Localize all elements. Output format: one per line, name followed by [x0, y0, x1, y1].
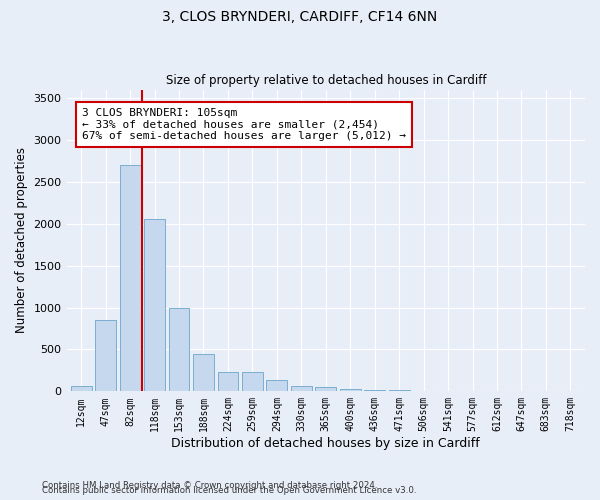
Bar — [71, 386, 92, 392]
Bar — [95, 320, 116, 392]
Bar — [144, 220, 165, 392]
Bar — [316, 387, 336, 392]
Bar — [169, 308, 190, 392]
Text: Contains HM Land Registry data © Crown copyright and database right 2024.: Contains HM Land Registry data © Crown c… — [42, 481, 377, 490]
Bar — [120, 165, 140, 392]
Y-axis label: Number of detached properties: Number of detached properties — [15, 148, 28, 334]
Title: Size of property relative to detached houses in Cardiff: Size of property relative to detached ho… — [166, 74, 486, 87]
Bar — [242, 372, 263, 392]
Bar — [389, 390, 410, 392]
Bar — [291, 386, 312, 392]
Bar — [340, 389, 361, 392]
Bar — [218, 372, 238, 392]
X-axis label: Distribution of detached houses by size in Cardiff: Distribution of detached houses by size … — [172, 437, 480, 450]
Text: Contains public sector information licensed under the Open Government Licence v3: Contains public sector information licen… — [42, 486, 416, 495]
Bar — [193, 354, 214, 392]
Bar — [364, 390, 385, 392]
Bar — [266, 380, 287, 392]
Text: 3, CLOS BRYNDERI, CARDIFF, CF14 6NN: 3, CLOS BRYNDERI, CARDIFF, CF14 6NN — [163, 10, 437, 24]
Text: 3 CLOS BRYNDERI: 105sqm
← 33% of detached houses are smaller (2,454)
67% of semi: 3 CLOS BRYNDERI: 105sqm ← 33% of detache… — [82, 108, 406, 141]
